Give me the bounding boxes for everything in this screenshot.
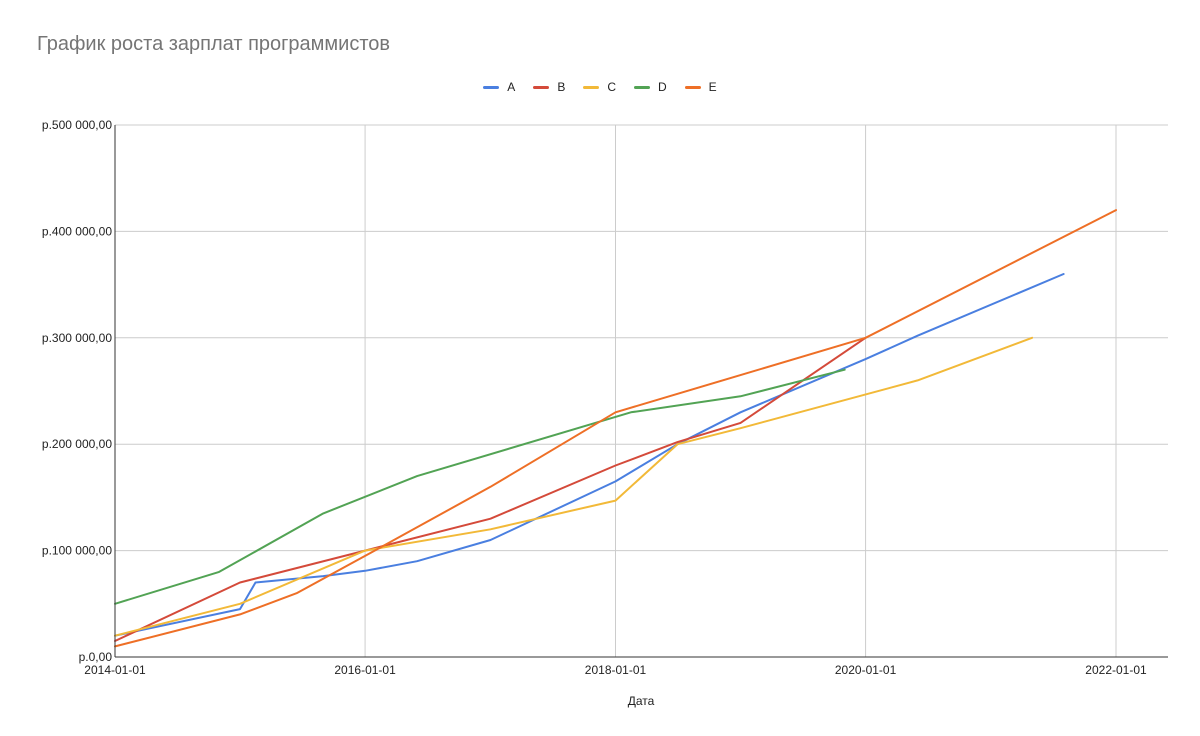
legend-label-c: C: [607, 80, 616, 94]
legend-label-a: A: [507, 80, 516, 94]
y-tick-label: р.0,00: [79, 650, 113, 664]
y-tick-label: р.500 000,00: [42, 118, 112, 132]
legend-item-d[interactable]: D: [634, 80, 667, 94]
legend-swatch-d: [634, 85, 650, 89]
series-line-c: [114, 336, 1034, 637]
series-line-a: [114, 273, 1065, 637]
series-line-b: [114, 336, 867, 642]
chart-legend: A B C D E: [0, 80, 1200, 94]
x-tick-label: 2014-01-01: [84, 663, 146, 677]
legend-item-a[interactable]: A: [483, 80, 515, 94]
legend-swatch-c: [583, 85, 600, 89]
series-line-e: [114, 209, 1117, 648]
legend-label-b: B: [557, 80, 566, 94]
x-tick-label: 2022-01-01: [1085, 663, 1147, 677]
legend-item-c[interactable]: C: [583, 80, 616, 94]
legend-label-d: D: [658, 80, 667, 94]
x-tick-label: 2020-01-01: [835, 663, 897, 677]
legend-item-b[interactable]: B: [533, 80, 565, 94]
y-tick-label: р.100 000,00: [42, 544, 112, 558]
legend-label-e: E: [708, 80, 717, 94]
y-tick-label: р.300 000,00: [42, 331, 112, 345]
x-tick-label: 2018-01-01: [585, 663, 647, 677]
grid-lines: [115, 124, 1168, 657]
legend-swatch-b: [533, 85, 550, 89]
x-axis-title: Дата: [628, 694, 655, 708]
y-tick-label: р.200 000,00: [42, 437, 112, 451]
legend-item-e[interactable]: E: [684, 80, 717, 94]
y-tick-label: р.400 000,00: [42, 224, 112, 238]
axes: р.0,00 р.100 000,00 р.200 000,00 р.300 000,…: [42, 118, 1168, 677]
chart-title: График роста зарплат программистов: [37, 33, 391, 55]
legend-swatch-e: [684, 85, 701, 89]
series-lines: [114, 209, 1117, 648]
legend-swatch-a: [483, 85, 500, 89]
x-tick-label: 2016-01-01: [334, 663, 396, 677]
series-line-d: [114, 368, 846, 605]
